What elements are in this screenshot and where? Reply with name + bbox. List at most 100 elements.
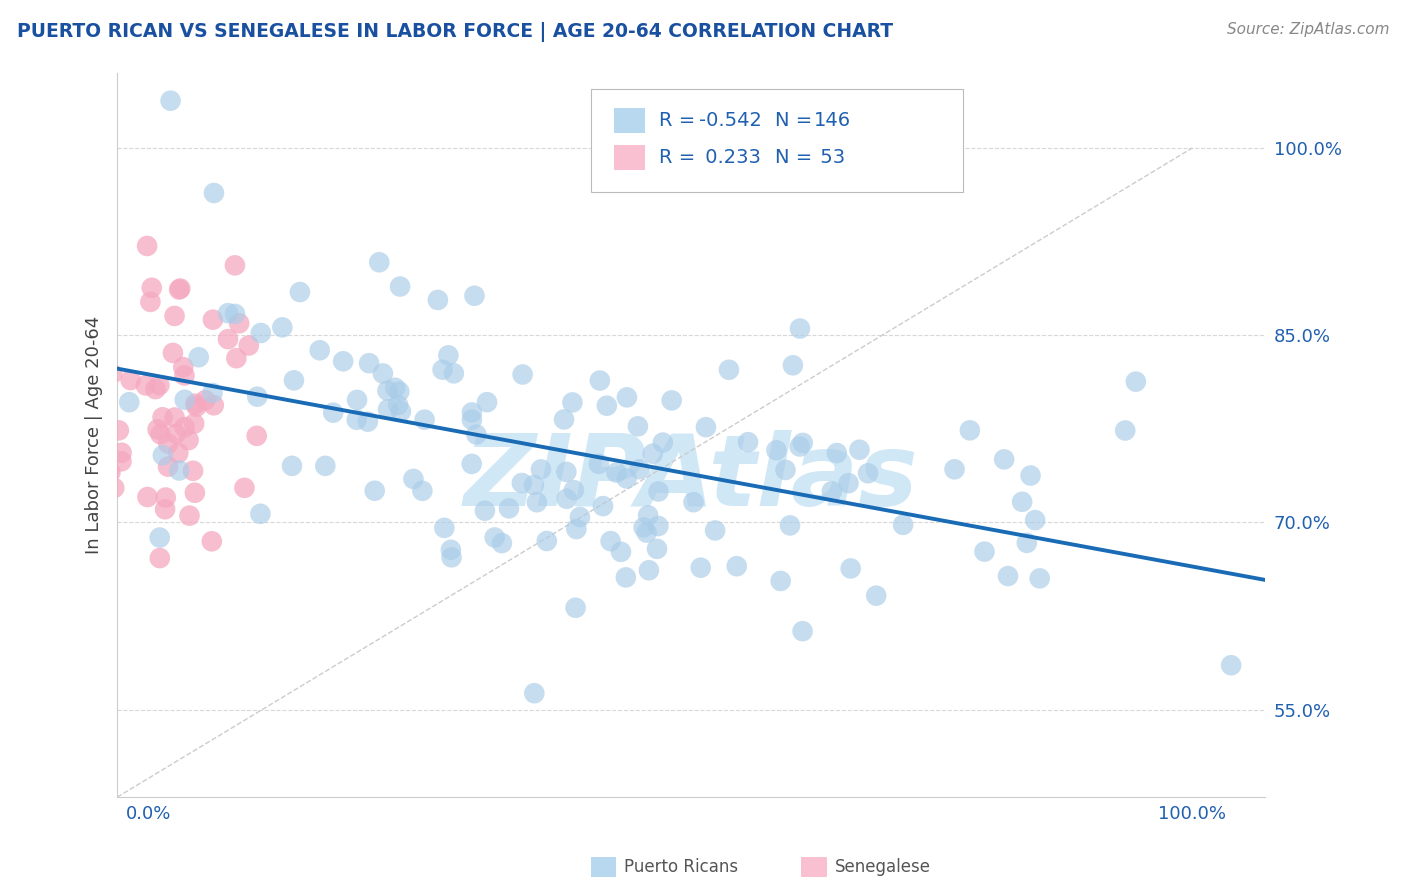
Point: [610, 545, 633, 559]
Point: [48, 352, 70, 367]
Point: [246, 390, 269, 404]
Point: [201, 312, 224, 326]
Point: [627, 419, 650, 434]
Point: [183, 417, 205, 431]
Point: [530, 462, 553, 476]
Point: [100, 466, 122, 480]
Point: [1024, 513, 1046, 527]
Point: [848, 442, 870, 457]
Point: [616, 471, 638, 485]
Point: [402, 472, 425, 486]
Point: [250, 326, 273, 340]
Point: [596, 399, 619, 413]
Point: [647, 519, 669, 533]
Point: [281, 458, 304, 473]
Point: [564, 600, 586, 615]
Point: [120, 373, 142, 387]
Point: [283, 373, 305, 387]
Point: [737, 435, 759, 450]
Point: [384, 381, 406, 395]
Point: [224, 258, 246, 272]
Point: [135, 378, 157, 392]
Point: [76, 380, 98, 394]
Point: [167, 283, 190, 297]
Point: [136, 490, 159, 504]
Point: [173, 420, 195, 434]
Point: [765, 443, 787, 458]
Point: [146, 422, 169, 436]
Point: [523, 686, 546, 700]
Point: [553, 412, 575, 426]
Point: [651, 435, 673, 450]
Point: [1019, 468, 1042, 483]
Point: [346, 392, 368, 407]
Point: [163, 309, 186, 323]
Point: [411, 483, 433, 498]
Point: [633, 520, 655, 534]
Point: [91, 409, 114, 424]
Point: [661, 393, 683, 408]
Point: [165, 426, 187, 441]
Point: [152, 448, 174, 462]
Point: [389, 279, 412, 293]
Point: [461, 457, 484, 471]
Point: [101, 367, 124, 381]
Point: [153, 502, 176, 516]
Point: [149, 531, 172, 545]
Point: [568, 510, 591, 524]
Point: [173, 392, 195, 407]
Point: [474, 504, 496, 518]
Point: [246, 429, 269, 443]
Point: [141, 281, 163, 295]
Point: [228, 316, 250, 330]
Point: [775, 463, 797, 477]
Point: [637, 508, 659, 523]
Text: -0.542: -0.542: [699, 111, 762, 130]
Point: [155, 491, 177, 505]
Point: [149, 551, 172, 566]
Point: [149, 427, 172, 442]
Point: [181, 464, 204, 478]
Point: [645, 541, 668, 556]
Point: [437, 348, 460, 362]
Point: [616, 390, 638, 404]
Point: [682, 495, 704, 509]
Point: [461, 405, 484, 419]
Point: [475, 395, 498, 409]
Point: [91, 343, 114, 357]
Point: [440, 550, 463, 565]
Text: Senegalese: Senegalese: [835, 858, 931, 876]
Point: [103, 481, 125, 495]
Point: [359, 356, 381, 370]
Point: [136, 239, 159, 253]
Point: [959, 423, 981, 437]
Point: [172, 360, 194, 375]
Point: [717, 363, 740, 377]
Point: [108, 423, 131, 437]
Point: [201, 386, 224, 401]
Text: N =: N =: [775, 111, 818, 130]
Point: [523, 478, 546, 492]
Point: [1305, 504, 1327, 518]
Point: [238, 338, 260, 352]
Point: [389, 404, 412, 418]
Point: [184, 397, 207, 411]
Point: [565, 522, 588, 536]
Point: [555, 465, 578, 479]
Point: [589, 374, 612, 388]
Point: [202, 398, 225, 412]
Point: [387, 398, 409, 412]
Point: [491, 536, 513, 550]
Text: ZIPAtlas: ZIPAtlas: [464, 430, 918, 527]
Point: [1125, 375, 1147, 389]
Point: [1015, 536, 1038, 550]
Point: [179, 508, 201, 523]
Point: [148, 378, 170, 392]
Point: [157, 436, 180, 450]
Y-axis label: In Labor Force | Age 20-64: In Labor Force | Age 20-64: [86, 316, 103, 554]
Point: [592, 499, 614, 513]
Point: [973, 544, 995, 558]
Point: [110, 454, 132, 468]
Point: [0, 433, 17, 447]
Point: [163, 410, 186, 425]
